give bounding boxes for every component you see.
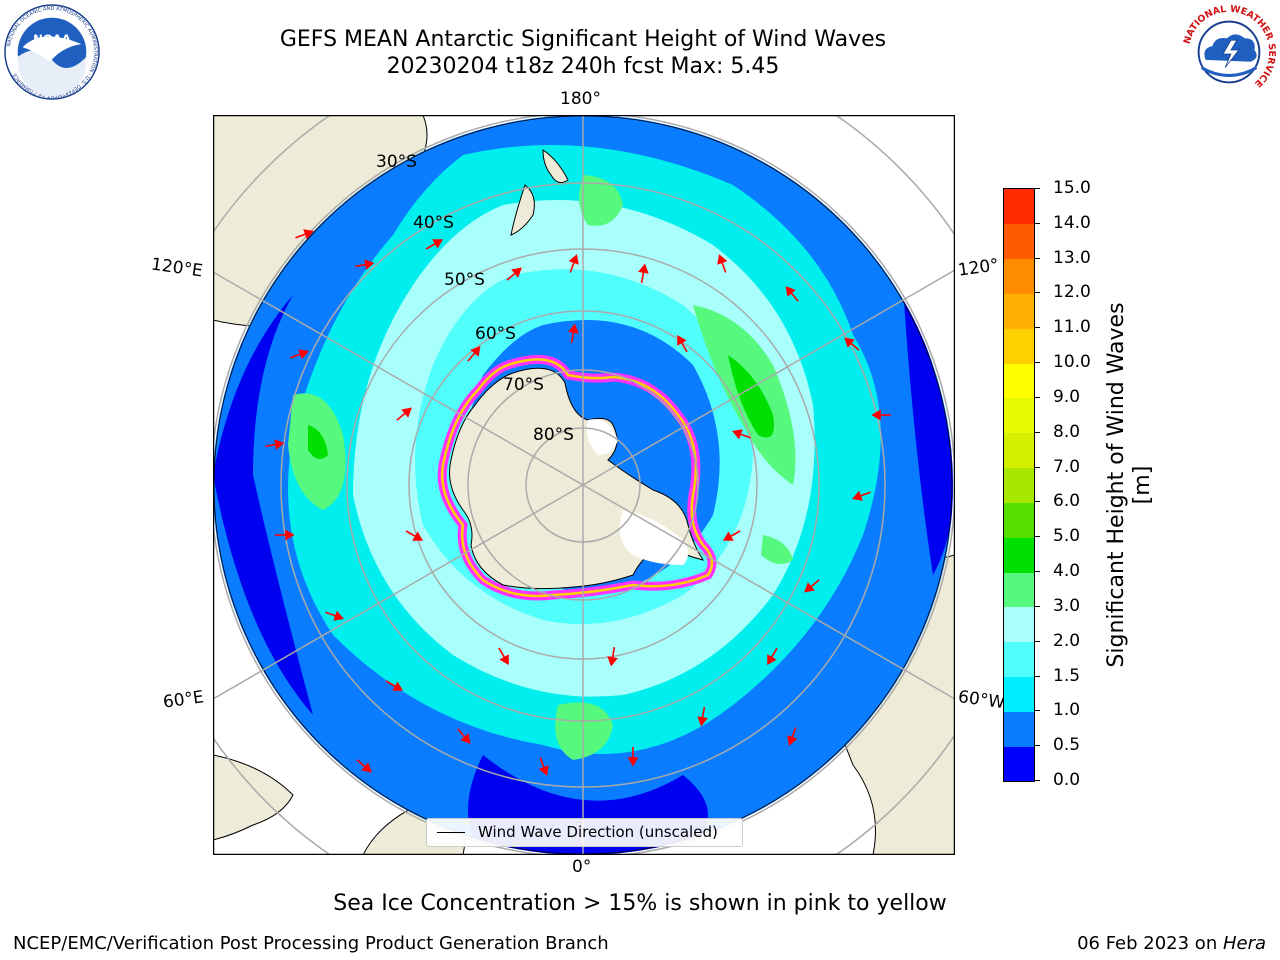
colorbar-tick-label: 1.0 <box>1053 700 1081 721</box>
colorbar-segment <box>1004 328 1034 364</box>
colorbar-segment <box>1004 606 1034 643</box>
colorbar-tick-label: 10.0 <box>1053 352 1091 373</box>
chart-title: GEFS MEAN Antarctic Significant Height o… <box>279 27 887 52</box>
lat-label-50s: 50°S <box>444 270 485 290</box>
colorbar-tick-label: 1.5 <box>1053 665 1081 686</box>
colorbar-tick-mark <box>1034 675 1040 677</box>
sea-ice-note: Sea Ice Concentration > 15% is shown in … <box>333 891 947 916</box>
colorbar-segment <box>1004 467 1034 503</box>
colorbar-tick-label: 15.0 <box>1053 178 1091 198</box>
colorbar-tick-label: 13.0 <box>1053 247 1091 268</box>
colorbar-tick-label: 3.0 <box>1053 595 1081 616</box>
colorbar-segment <box>1004 711 1034 747</box>
lat-label-60s: 60°S <box>475 324 516 344</box>
colorbar-tick-label: 7.0 <box>1053 456 1081 477</box>
lon-label-120e: 120°E <box>149 254 204 282</box>
lon-label-0: 0° <box>572 857 592 877</box>
colorbar-label: Significant Height of Wind Waves [m] <box>1104 302 1155 668</box>
lon-label-180: 180° <box>560 89 601 109</box>
colorbar-segment <box>1004 223 1034 260</box>
colorbar-tick-label: 5.0 <box>1053 526 1081 547</box>
lon-label-60w: 60°W <box>956 686 1005 714</box>
colorbar-tick-mark <box>1034 327 1040 329</box>
colorbar-tick-label: 0.5 <box>1053 735 1081 756</box>
colorbar-tick-label: 12.0 <box>1053 282 1091 303</box>
colorbar-tick-label: 11.0 <box>1053 317 1091 338</box>
colorbar-tick-label: 0.0 <box>1053 770 1081 790</box>
colorbar-segment <box>1004 363 1034 399</box>
host-name: Hera <box>1222 933 1266 954</box>
colorbar-tick-mark <box>1034 571 1040 573</box>
colorbar-tick-label: 9.0 <box>1053 386 1081 407</box>
wind-wave-arrows <box>264 229 891 776</box>
svg-text:NOAA: NOAA <box>33 32 72 46</box>
colorbar-segment <box>1004 537 1034 573</box>
colorbar-segment <box>1004 502 1034 538</box>
land-africa <box>213 754 294 841</box>
land-new-zealand <box>510 149 569 236</box>
colorbar-segment <box>1004 397 1034 434</box>
colorbar-segment <box>1004 641 1034 678</box>
colorbar-tick-mark <box>1034 780 1040 781</box>
colorbar-tick-mark <box>1034 431 1040 433</box>
colorbar-tick-mark <box>1034 536 1040 538</box>
colorbar-tick-mark <box>1034 640 1040 642</box>
legend-line-swatch <box>437 832 465 833</box>
nws-logo: NATIONAL WEATHER SERVICE <box>1182 4 1277 100</box>
colorbar <box>1003 188 1035 782</box>
lon-label-60e: 60°E <box>161 687 206 713</box>
colorbar-tick-label: 6.0 <box>1053 491 1081 512</box>
colorbar-tick-label: 8.0 <box>1053 421 1081 442</box>
polar-map <box>213 115 955 855</box>
colorbar-tick-label: 4.0 <box>1053 561 1081 582</box>
colorbar-tick-mark <box>1034 605 1040 607</box>
colorbar-tick-mark <box>1034 501 1040 503</box>
colorbar-tick-mark <box>1034 710 1040 712</box>
colorbar-segment <box>1004 189 1034 225</box>
colorbar-segment <box>1004 572 1034 608</box>
lat-label-80s: 80°S <box>533 425 574 445</box>
colorbar-tick-mark <box>1034 466 1040 468</box>
meridian-lines <box>213 115 955 855</box>
colorbar-tick-mark <box>1034 292 1040 294</box>
run-date: 06 Feb 2023 on <box>1077 933 1223 954</box>
colorbar-segment <box>1004 746 1034 782</box>
colorbar-segment <box>1004 258 1034 294</box>
lat-label-40s: 40°S <box>413 213 454 233</box>
colorbar-tick-mark <box>1034 188 1040 189</box>
colorbar-segment <box>1004 293 1034 329</box>
colorbar-tick-mark <box>1034 396 1040 398</box>
colorbar-tick-mark <box>1034 222 1040 224</box>
chart-subtitle: 20230204 t18z 240h fcst Max: 5.45 <box>386 54 780 79</box>
colorbar-tick-mark <box>1034 257 1040 259</box>
legend-entry-label: Wind Wave Direction (unscaled) <box>478 823 718 841</box>
lon-label-120w: 120°W <box>956 255 1000 281</box>
noaa-logo: NATIONAL OCEANIC AND ATMOSPHERIC ADMINIS… <box>4 4 100 100</box>
colorbar-tick-label: 14.0 <box>1053 212 1091 233</box>
colorbar-tick-label: 2.0 <box>1053 630 1081 651</box>
map-legend: Wind Wave Direction (unscaled) <box>426 818 743 847</box>
date-line: 06 Feb 2023 on Hera <box>1077 933 1266 954</box>
colorbar-segment <box>1004 432 1034 469</box>
colorbar-segment <box>1004 676 1034 712</box>
lat-label-70s: 70°S <box>503 375 544 395</box>
credit-line: NCEP/EMC/Verification Post Processing Pr… <box>13 933 609 954</box>
colorbar-tick-mark <box>1034 362 1040 364</box>
lat-label-30s: 30°S <box>376 152 417 172</box>
colorbar-tick-mark <box>1034 745 1040 747</box>
